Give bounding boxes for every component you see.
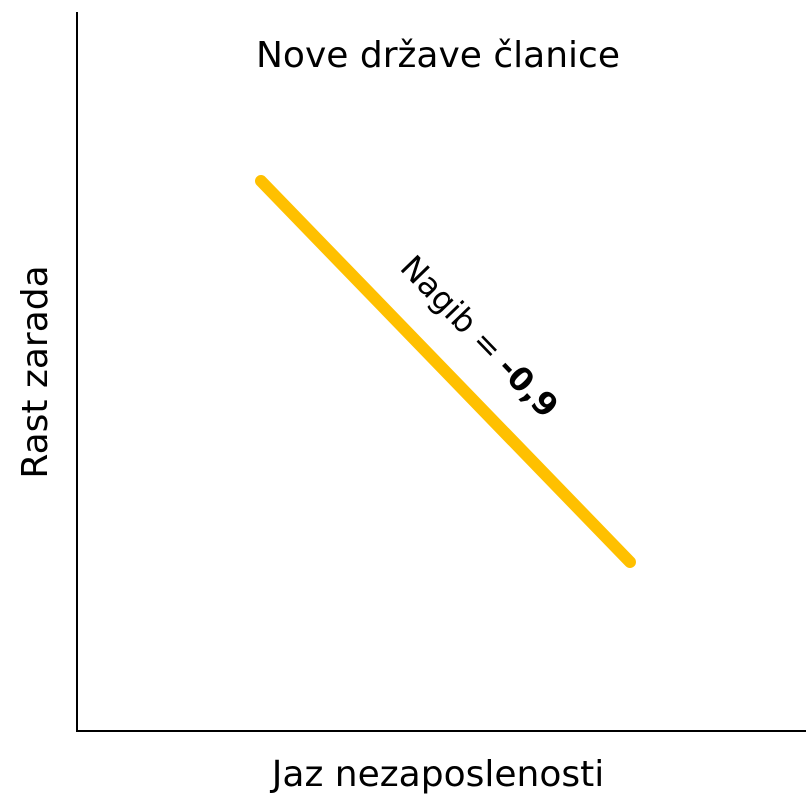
y-axis-label: Rast zarada (15, 265, 56, 478)
slope-line (255, 175, 636, 568)
slope-label: Nagib = (393, 248, 511, 368)
title: Nove države članice (256, 35, 620, 76)
x-axis-label: Jaz nezaposlenosti (270, 754, 604, 795)
slope-value: -0,9 (490, 349, 566, 426)
